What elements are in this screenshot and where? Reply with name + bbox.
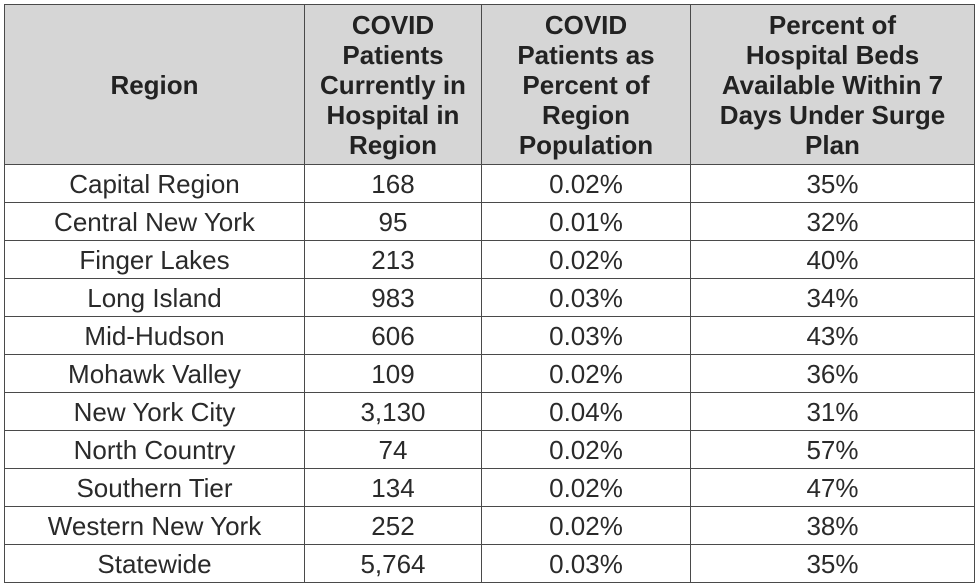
cell-patients: 983 bbox=[304, 278, 482, 317]
cell-region: Southern Tier bbox=[4, 468, 305, 507]
table-row: Western New York 252 0.02% 38% bbox=[4, 506, 975, 545]
cell-patients: 606 bbox=[304, 316, 482, 355]
header-region: Region bbox=[4, 4, 305, 165]
cell-percent-population: 0.02% bbox=[481, 430, 691, 469]
header-line: Hospital in bbox=[326, 99, 460, 130]
cell-patients: 74 bbox=[304, 430, 482, 469]
header-line: Percent of bbox=[522, 69, 650, 100]
header-line: Available Within 7 bbox=[721, 69, 944, 100]
cell-percent-population: 0.04% bbox=[481, 392, 691, 431]
header-line: Days Under Surge bbox=[719, 99, 946, 130]
cell-patients: 168 bbox=[304, 164, 482, 203]
cell-percent-population: 0.02% bbox=[481, 354, 691, 393]
cell-beds-available: 31% bbox=[690, 392, 975, 431]
cell-patients: 252 bbox=[304, 506, 482, 545]
cell-percent-population: 0.02% bbox=[481, 468, 691, 507]
cell-region: Long Island bbox=[4, 278, 305, 317]
cell-patients: 3,130 bbox=[304, 392, 482, 431]
table-row: Long Island 983 0.03% 34% bbox=[4, 278, 975, 317]
cell-beds-available: 40% bbox=[690, 240, 975, 279]
cell-beds-available: 32% bbox=[690, 202, 975, 241]
header-line: Plan bbox=[805, 129, 860, 160]
cell-beds-available: 38% bbox=[690, 506, 975, 545]
header-line: Currently in bbox=[320, 69, 466, 100]
header-line: Population bbox=[518, 129, 654, 160]
header-row: Region COVID Patients Currently in Hospi… bbox=[4, 4, 975, 165]
table-row: North Country 74 0.02% 57% bbox=[4, 430, 975, 469]
cell-percent-population: 0.02% bbox=[481, 240, 691, 279]
cell-patients: 5,764 bbox=[304, 544, 482, 583]
table-row: Mid-Hudson 606 0.03% 43% bbox=[4, 316, 975, 355]
cell-beds-available: 43% bbox=[690, 316, 975, 355]
cell-region: Capital Region bbox=[4, 164, 305, 203]
cell-beds-available: 35% bbox=[690, 544, 975, 583]
cell-patients: 134 bbox=[304, 468, 482, 507]
header-line: COVID bbox=[544, 9, 628, 40]
cell-beds-available: 57% bbox=[690, 430, 975, 469]
header-beds-available: Percent of Hospital Beds Available Withi… bbox=[690, 4, 975, 165]
cell-percent-population: 0.03% bbox=[481, 544, 691, 583]
cell-region: Central New York bbox=[4, 202, 305, 241]
cell-region: Mohawk Valley bbox=[4, 354, 305, 393]
cell-region: Mid-Hudson bbox=[4, 316, 305, 355]
header-line: Hospital Beds bbox=[745, 39, 920, 70]
cell-region: Statewide bbox=[4, 544, 305, 583]
cell-patients: 95 bbox=[304, 202, 482, 241]
table-row: Finger Lakes 213 0.02% 40% bbox=[4, 240, 975, 279]
table-row: Southern Tier 134 0.02% 47% bbox=[4, 468, 975, 507]
covid-hospital-table: Region COVID Patients Currently in Hospi… bbox=[4, 4, 975, 583]
cell-beds-available: 34% bbox=[690, 278, 975, 317]
cell-region: New York City bbox=[4, 392, 305, 431]
cell-percent-population: 0.02% bbox=[481, 164, 691, 203]
header-line: Patients bbox=[342, 39, 444, 70]
header-patients: COVID Patients Currently in Hospital in … bbox=[304, 4, 482, 165]
cell-beds-available: 47% bbox=[690, 468, 975, 507]
cell-beds-available: 35% bbox=[690, 164, 975, 203]
cell-percent-population: 0.03% bbox=[481, 278, 691, 317]
cell-region: Finger Lakes bbox=[4, 240, 305, 279]
header-line: Region bbox=[348, 129, 438, 160]
header-line: Region bbox=[110, 69, 199, 100]
table-row: New York City 3,130 0.04% 31% bbox=[4, 392, 975, 431]
header-line: Percent of bbox=[768, 9, 897, 40]
table-header: Region COVID Patients Currently in Hospi… bbox=[4, 4, 975, 165]
cell-patients: 213 bbox=[304, 240, 482, 279]
covid-hospital-table-container: Region COVID Patients Currently in Hospi… bbox=[4, 4, 975, 583]
table-row: Capital Region 168 0.02% 35% bbox=[4, 164, 975, 203]
header-line: Patients as bbox=[517, 39, 655, 70]
cell-patients: 109 bbox=[304, 354, 482, 393]
table-body: Capital Region 168 0.02% 35% Central New… bbox=[4, 164, 975, 583]
cell-region: Western New York bbox=[4, 506, 305, 545]
header-percent-population: COVID Patients as Percent of Region Popu… bbox=[481, 4, 691, 165]
cell-percent-population: 0.01% bbox=[481, 202, 691, 241]
table-row: Statewide 5,764 0.03% 35% bbox=[4, 544, 975, 583]
table-row: Central New York 95 0.01% 32% bbox=[4, 202, 975, 241]
header-line: COVID bbox=[351, 9, 435, 40]
cell-percent-population: 0.03% bbox=[481, 316, 691, 355]
table-row: Mohawk Valley 109 0.02% 36% bbox=[4, 354, 975, 393]
header-line: Region bbox=[541, 99, 631, 130]
cell-beds-available: 36% bbox=[690, 354, 975, 393]
cell-region: North Country bbox=[4, 430, 305, 469]
cell-percent-population: 0.02% bbox=[481, 506, 691, 545]
